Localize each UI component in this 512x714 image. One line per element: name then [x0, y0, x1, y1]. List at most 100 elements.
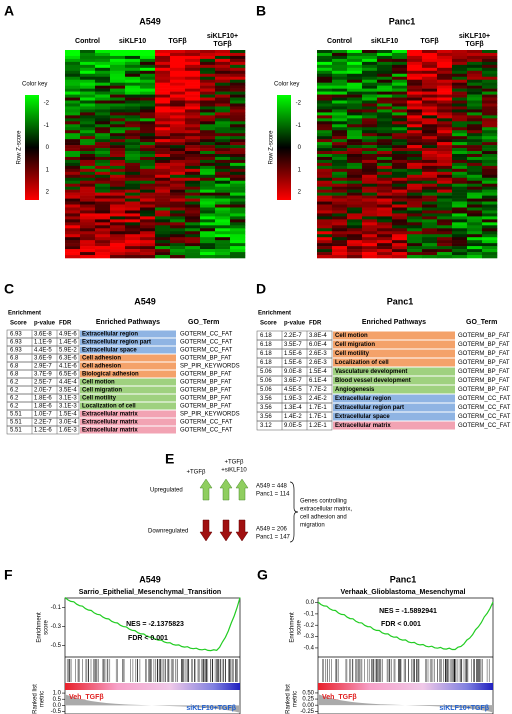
heatmap-cell — [452, 61, 468, 66]
heatmap-cell — [125, 91, 141, 95]
heatmap-cell — [452, 246, 468, 250]
heatmap-cell — [200, 186, 216, 190]
gsea-title: A549 — [139, 574, 161, 584]
heatmap-cell — [452, 82, 468, 86]
heatmap-cell — [155, 142, 171, 146]
rank-tick-label: 0.0 — [53, 703, 62, 709]
heatmap-cell — [407, 246, 423, 250]
heatmap-cell — [110, 112, 126, 116]
heatmap-cell — [362, 142, 378, 146]
heatmap-cell — [155, 165, 171, 170]
table-header: Score — [260, 321, 277, 327]
heatmap-cell — [230, 255, 246, 259]
heatmap-cell — [332, 124, 348, 128]
heatmap-cell — [407, 228, 423, 232]
heatmap-cell — [80, 50, 96, 54]
heatmap-cell — [215, 237, 231, 241]
heatmap-cell — [317, 192, 333, 196]
heatmap-cell — [95, 234, 111, 238]
heatmap-cell — [140, 136, 156, 140]
heatmap-cell — [347, 133, 363, 137]
heatmap-cell — [200, 112, 216, 116]
heatmap-cell — [392, 183, 408, 187]
panel-label: B — [256, 3, 266, 19]
heatmap-cell — [140, 124, 156, 128]
heatmap-cell — [65, 192, 81, 196]
pathway-name: Cell motion — [82, 380, 115, 386]
heatmap-cell — [347, 97, 363, 101]
heatmap-cell — [422, 115, 438, 119]
heatmap-cell — [140, 183, 156, 187]
count: Panc1 = 114 — [256, 492, 290, 498]
heatmap-cell — [200, 252, 216, 256]
heatmap-cell — [377, 231, 393, 235]
heatmap-cell — [200, 94, 216, 98]
heatmap-cell — [185, 124, 201, 128]
note: Genes controlling — [300, 499, 347, 505]
heatmap-cell — [65, 55, 81, 60]
heatmap-cell — [125, 249, 141, 253]
pathway-bar — [333, 331, 455, 340]
heatmap-cell — [230, 216, 246, 220]
heatmap-cell — [437, 145, 453, 149]
heatmap-cell — [230, 145, 246, 149]
heatmap-cell — [170, 97, 186, 101]
color-key-title: Color key — [22, 82, 47, 88]
heatmap-cell — [215, 228, 231, 232]
heatmap-cell — [215, 103, 231, 107]
heatmap-cell — [185, 249, 201, 253]
heatmap-cell — [362, 165, 378, 170]
heatmap-cell — [362, 192, 378, 196]
pathway-bar — [333, 385, 455, 394]
heatmap-cell — [392, 159, 408, 164]
heatmap-cell — [65, 156, 81, 161]
heatmap-cell — [377, 234, 393, 238]
pathway-name: Cell motion — [335, 333, 368, 339]
heatmap-cell — [392, 97, 408, 101]
heatmap-cell — [215, 50, 231, 54]
heatmap-cell — [452, 243, 468, 247]
heatmap-cell — [377, 58, 393, 63]
heatmap-cell — [185, 58, 201, 63]
heatmap-cell — [110, 50, 126, 54]
heatmap-cell — [230, 55, 246, 60]
heatmap-cell — [140, 165, 156, 170]
column-label: TGFβ — [420, 38, 439, 45]
heatmap-cell — [215, 180, 231, 185]
heatmap-cell — [80, 121, 96, 125]
heatmap-cell — [65, 255, 81, 259]
es-tick-label: -0.1 — [51, 605, 62, 611]
heatmap-cell — [215, 162, 231, 167]
heatmap-cell — [362, 106, 378, 110]
heatmap-cell — [200, 189, 216, 193]
table-header: p-value — [284, 321, 306, 327]
heatmap-cell — [437, 133, 453, 137]
heatmap-cell — [392, 91, 408, 95]
heatmap-cell — [200, 115, 216, 119]
heatmap-cell — [332, 73, 348, 78]
heatmap-cell — [170, 204, 186, 208]
heatmap-cell — [230, 225, 246, 229]
heatmap-cell — [377, 118, 393, 122]
heatmap-cell — [170, 145, 186, 149]
heatmap-cell — [80, 133, 96, 137]
heatmap-cell — [170, 115, 186, 119]
heatmap-cell — [110, 180, 126, 185]
pathway-name: Extracellular matrix — [82, 428, 138, 434]
heatmap-cell — [392, 198, 408, 202]
heatmap-cell — [437, 100, 453, 104]
heatmap-cell — [362, 85, 378, 89]
heatmap-cell — [407, 252, 423, 256]
heatmap-cell — [95, 180, 111, 185]
heatmap-cell — [377, 162, 393, 167]
heatmap-cell — [65, 198, 81, 202]
heatmap-cell — [200, 243, 216, 247]
heatmap-cell — [482, 142, 498, 146]
heatmap-cell — [170, 243, 186, 247]
heatmap-cell — [317, 255, 333, 259]
table-cell-text: 6.93 — [10, 332, 22, 338]
heatmap-cell — [140, 118, 156, 122]
heatmap-cell — [125, 55, 141, 60]
heatmap-cell — [377, 237, 393, 241]
heatmap-cell — [125, 124, 141, 128]
